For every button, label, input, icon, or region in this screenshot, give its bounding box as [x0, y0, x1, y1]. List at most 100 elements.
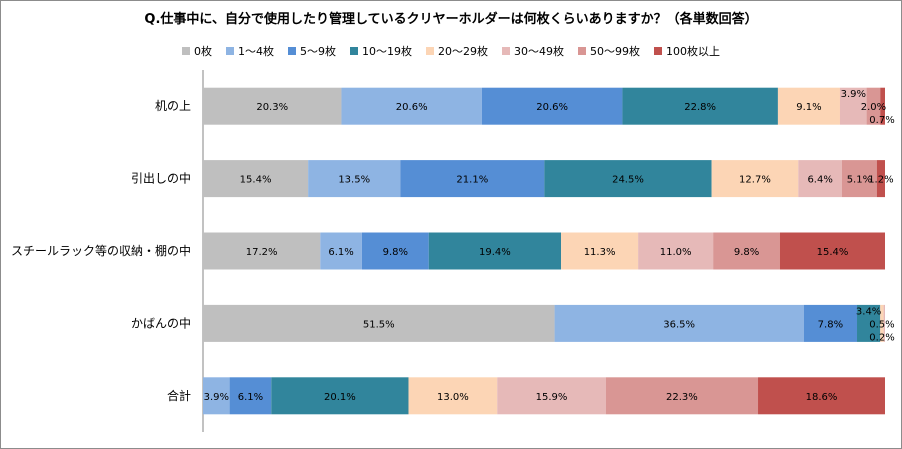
- legend-item-0: 0枚: [182, 43, 212, 59]
- data-label: 1.2%: [868, 175, 893, 186]
- legend: 0枚 1～4枚 5～9枚 10～19枚 20～29枚 30～49枚 50～99枚…: [0, 43, 902, 59]
- legend-item-1: 1～4枚: [226, 43, 274, 59]
- category-label: 引出しの中: [131, 171, 191, 186]
- bar-segment: [857, 304, 881, 342]
- bar-segment: [400, 160, 545, 198]
- legend-label: 1～4枚: [238, 45, 274, 58]
- data-label: 15.4%: [240, 175, 272, 186]
- legend-swatch: [350, 47, 358, 55]
- bar-segment: [481, 87, 623, 125]
- bar-segment: [408, 377, 498, 415]
- bar-segment: [428, 232, 562, 270]
- legend-label: 0枚: [194, 45, 212, 58]
- legend-item-4: 20～29枚: [426, 43, 488, 59]
- bar-segment: [203, 304, 555, 342]
- data-label: 2.0%: [861, 102, 886, 113]
- bar-segment: [308, 160, 401, 198]
- bar-segment: [839, 87, 867, 125]
- data-label: 20.6%: [536, 102, 568, 113]
- legend-label: 5～9枚: [300, 45, 336, 58]
- data-label: 6.1%: [328, 247, 353, 258]
- data-label: 13.5%: [338, 175, 370, 186]
- bar-segment: [341, 87, 482, 125]
- legend-item-3: 10～19枚: [350, 43, 412, 59]
- bar-segment: [561, 232, 639, 270]
- data-label: 5.1%: [847, 175, 872, 186]
- category-label: 合計: [167, 388, 191, 403]
- legend-swatch: [182, 47, 190, 55]
- bar-segment: [203, 232, 321, 270]
- bar-segment: [271, 377, 409, 415]
- category-label: スチールラック等の収納・棚の中: [11, 243, 191, 258]
- bar-segment: [622, 87, 778, 125]
- category-label: かばんの中: [131, 315, 191, 330]
- legend-swatch: [578, 47, 586, 55]
- legend-swatch: [226, 47, 234, 55]
- bar-segment: [779, 232, 885, 270]
- legend-label: 20～29枚: [438, 45, 488, 58]
- bar-segment: [798, 160, 842, 198]
- legend-swatch: [654, 47, 662, 55]
- bar-segment: [554, 304, 804, 342]
- data-label: 36.5%: [663, 319, 695, 330]
- bar-segment: [203, 160, 309, 198]
- data-label: 19.4%: [479, 247, 511, 258]
- legend-item-2: 5～9枚: [288, 43, 336, 59]
- data-label: 11.3%: [584, 247, 616, 258]
- bar-segment: [605, 377, 759, 415]
- bar-segment: [713, 232, 780, 270]
- bar-segment: [880, 304, 884, 342]
- data-label: 20.1%: [324, 392, 356, 403]
- data-label: 11.0%: [660, 247, 692, 258]
- data-label: 17.2%: [246, 247, 278, 258]
- data-label: 20.3%: [256, 102, 288, 113]
- data-label: 12.7%: [739, 175, 771, 186]
- data-label: 9.8%: [734, 247, 759, 258]
- data-label: 7.8%: [818, 319, 843, 330]
- data-label: 0.7%: [869, 115, 894, 126]
- data-label: 24.5%: [612, 175, 644, 186]
- data-label: 51.5%: [363, 319, 395, 330]
- data-label: 22.3%: [666, 392, 698, 403]
- chart-title: Q.仕事中に、自分で使用したり管理しているクリヤーホルダーは何枚くらいありますか…: [144, 12, 758, 27]
- legend-swatch: [288, 47, 296, 55]
- bar-segment: [320, 232, 362, 270]
- data-label: 13.0%: [437, 392, 469, 403]
- bar-segment: [883, 304, 885, 342]
- data-label: 22.8%: [684, 102, 716, 113]
- bar-segment: [777, 87, 840, 125]
- legend-swatch: [502, 47, 510, 55]
- bar-segment: [876, 160, 885, 198]
- bar-segment: [758, 377, 885, 415]
- data-label: 0.2%: [869, 332, 894, 343]
- data-label: 0.5%: [869, 319, 894, 330]
- data-label: 3.9%: [204, 392, 229, 403]
- data-label: 9.8%: [383, 247, 408, 258]
- bar-segment: [880, 87, 885, 125]
- data-label: 6.1%: [238, 392, 263, 403]
- data-label: 20.6%: [396, 102, 428, 113]
- bar-segment: [497, 377, 606, 415]
- data-label: 15.9%: [536, 392, 568, 403]
- legend-swatch: [426, 47, 434, 55]
- legend-label: 10～19枚: [362, 45, 412, 58]
- bar-segment: [229, 377, 272, 415]
- legend-label: 50～99枚: [590, 45, 640, 58]
- data-label: 21.1%: [456, 175, 488, 186]
- data-label: 3.4%: [856, 306, 881, 317]
- bar-segment: [203, 87, 342, 125]
- data-label: 18.6%: [806, 392, 838, 403]
- legend-label: 30～49枚: [514, 45, 564, 58]
- data-label: 15.4%: [817, 247, 849, 258]
- data-label: 6.4%: [807, 175, 832, 186]
- legend-item-7: 100枚以上: [654, 43, 720, 59]
- category-label: 机の上: [155, 99, 191, 113]
- bar-segment: [544, 160, 712, 198]
- bar-segment: [638, 232, 714, 270]
- bar-segment: [841, 160, 877, 198]
- bar-segment: [361, 232, 429, 270]
- legend-item-6: 50～99枚: [578, 43, 640, 59]
- legend-label: 100枚以上: [666, 45, 720, 58]
